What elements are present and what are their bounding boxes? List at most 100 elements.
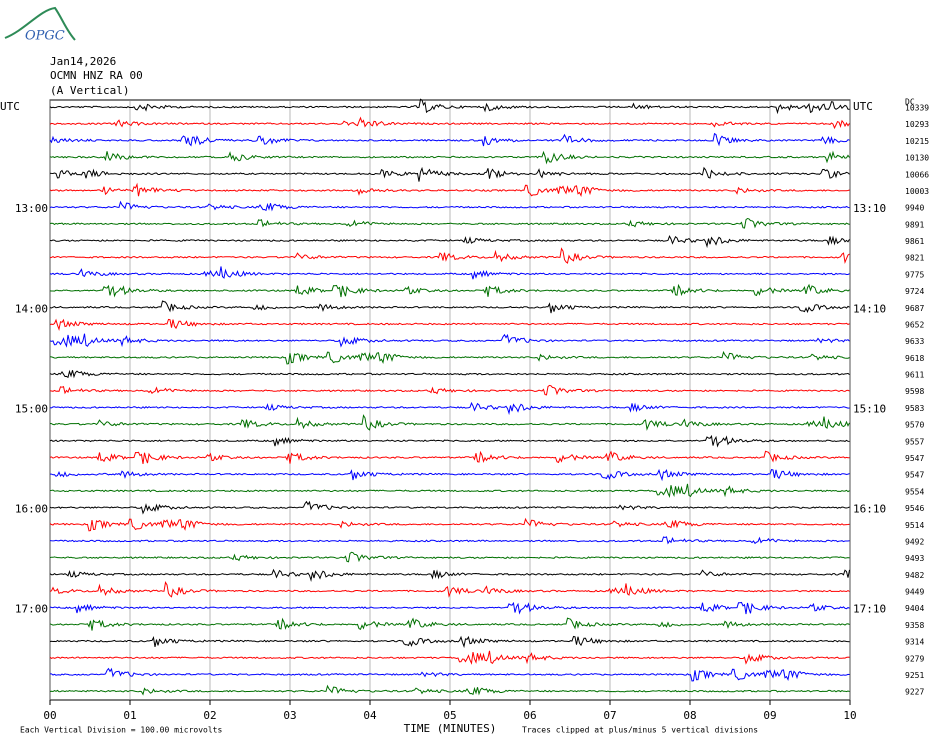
trace	[49, 401, 850, 416]
trace	[49, 434, 850, 448]
x-tick-label: 02	[203, 709, 216, 722]
trace-level: 9547	[905, 454, 924, 463]
trace	[49, 601, 850, 615]
left-time-label: UTC	[0, 100, 20, 113]
left-time-label: 16:00	[15, 503, 48, 516]
trace	[49, 650, 850, 665]
trace-level: 9279	[905, 654, 924, 663]
trace	[49, 635, 850, 649]
trace-level: 9547	[905, 471, 924, 480]
trace-level: 9775	[905, 270, 924, 279]
scale-note: Each Vertical Division = 100.00 microvol…	[20, 726, 222, 735]
x-tick-label: 07	[603, 709, 616, 722]
logo-swoosh	[4, 6, 76, 41]
trace	[49, 369, 850, 379]
trace-level: 10339	[905, 104, 929, 113]
trace	[49, 500, 850, 515]
x-tick-label: 05	[443, 709, 456, 722]
trace	[49, 581, 850, 598]
trace-level: 9861	[905, 237, 924, 246]
trace	[49, 350, 850, 365]
trace	[49, 98, 850, 115]
trace-level: 10293	[905, 120, 929, 129]
trace	[49, 200, 850, 212]
x-tick-label: 03	[283, 709, 296, 722]
trace	[49, 568, 850, 582]
x-axis-title: TIME (MINUTES)	[404, 722, 497, 735]
trace-level: 9358	[905, 621, 924, 630]
trace	[49, 483, 850, 499]
trace-level: 9514	[905, 521, 924, 530]
trace	[49, 384, 850, 396]
trace-level: 10130	[905, 154, 929, 163]
left-time-label: 15:00	[15, 402, 48, 415]
date: Jan14,2026	[50, 55, 116, 68]
trace-level: 9598	[905, 387, 924, 396]
logo: OPGC	[25, 29, 65, 44]
trace-level: 9227	[905, 688, 924, 697]
right-time-label: 13:10	[853, 202, 886, 215]
trace	[49, 247, 850, 265]
x-tick-label: 04	[363, 709, 377, 722]
trace	[49, 150, 850, 165]
trace-level: 9724	[905, 287, 924, 296]
trace-level: 9449	[905, 588, 924, 597]
trace-level: 9891	[905, 220, 924, 229]
trace-level: 9554	[905, 487, 924, 496]
trace-level: 10215	[905, 137, 929, 146]
x-tick-label: 10	[843, 709, 856, 722]
station: OCMN HNZ RA 00	[50, 69, 143, 82]
x-tick-label: 06	[523, 709, 536, 722]
x-tick-label: 09	[763, 709, 776, 722]
component: (A Vertical)	[50, 84, 129, 97]
trace	[49, 414, 850, 431]
trace-level: 9618	[905, 354, 924, 363]
trace-level: 9570	[905, 421, 924, 430]
trace-level: 9251	[905, 671, 924, 680]
trace	[49, 684, 850, 696]
right-time-label: 16:10	[853, 503, 886, 516]
trace-level: 9583	[905, 404, 924, 413]
trace-level: 9546	[905, 504, 924, 513]
trace-level: 9821	[905, 254, 924, 263]
trace	[49, 217, 850, 229]
left-time-label: 14:00	[15, 302, 48, 315]
right-time-label: 15:10	[853, 402, 886, 415]
trace-level: 9314	[905, 638, 924, 647]
right-time-label: 17:10	[853, 603, 886, 616]
trace-level: 9633	[905, 337, 924, 346]
trace	[49, 300, 850, 314]
trace	[49, 617, 850, 631]
trace	[49, 318, 850, 332]
trace-level: 10066	[905, 170, 929, 179]
left-time-label: 13:00	[15, 202, 48, 215]
left-time-label: 17:00	[15, 603, 48, 616]
trace	[49, 166, 850, 182]
trace-level: 10003	[905, 187, 929, 196]
trace-level: 9940	[905, 204, 924, 213]
dc-label: DC	[905, 98, 915, 107]
trace-level: 9492	[905, 537, 924, 546]
trace-level: 9652	[905, 320, 924, 329]
trace-level: 9611	[905, 371, 924, 380]
trace	[49, 536, 850, 545]
trace	[50, 468, 850, 482]
trace	[49, 132, 850, 147]
trace	[49, 234, 850, 249]
trace	[49, 551, 850, 563]
trace	[49, 517, 850, 532]
right-time-label: UTC	[853, 100, 873, 113]
trace-level: 9404	[905, 604, 924, 613]
x-tick-label: 01	[123, 709, 136, 722]
clip-note: Traces clipped at plus/minus 5 vertical …	[522, 726, 758, 735]
trace-level: 9482	[905, 571, 924, 580]
right-time-label: 14:10	[853, 302, 886, 315]
trace	[49, 182, 850, 198]
x-tick-label: 00	[43, 709, 56, 722]
trace	[50, 667, 850, 682]
x-tick-label: 08	[683, 709, 696, 722]
trace	[49, 283, 850, 298]
trace-level: 9557	[905, 437, 924, 446]
trace	[49, 450, 850, 464]
